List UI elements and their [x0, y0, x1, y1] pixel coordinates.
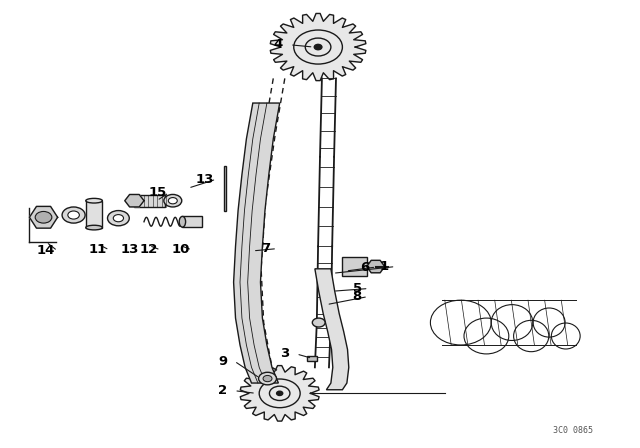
Text: 7: 7 — [261, 242, 270, 255]
Text: 6: 6 — [360, 260, 369, 274]
Circle shape — [68, 211, 79, 219]
Circle shape — [113, 215, 124, 222]
Polygon shape — [240, 366, 319, 421]
Circle shape — [249, 372, 310, 415]
Circle shape — [168, 198, 177, 204]
Text: 10: 10 — [172, 243, 189, 257]
Polygon shape — [367, 260, 385, 273]
Text: 2: 2 — [218, 384, 227, 397]
Text: 8: 8 — [352, 290, 361, 303]
Circle shape — [62, 207, 85, 223]
Bar — [134, 195, 165, 207]
Polygon shape — [270, 13, 366, 81]
Text: 12: 12 — [140, 243, 158, 257]
Circle shape — [314, 44, 322, 50]
Polygon shape — [125, 194, 144, 207]
Circle shape — [263, 375, 272, 382]
Bar — [307, 356, 317, 361]
Text: 9: 9 — [218, 354, 227, 368]
Text: 5: 5 — [353, 282, 362, 295]
Circle shape — [312, 318, 325, 327]
Polygon shape — [29, 207, 58, 228]
Ellipse shape — [86, 198, 102, 203]
Polygon shape — [315, 269, 349, 390]
Text: 13: 13 — [196, 172, 214, 186]
Ellipse shape — [179, 216, 186, 227]
Text: 11: 11 — [89, 243, 107, 257]
Bar — [224, 166, 226, 211]
Text: 1: 1 — [380, 260, 388, 273]
Text: 3C0 0865: 3C0 0865 — [553, 426, 593, 435]
Polygon shape — [234, 103, 280, 383]
Bar — [342, 257, 367, 276]
Circle shape — [35, 211, 52, 223]
Text: 4: 4 — [274, 38, 283, 52]
Bar — [86, 201, 102, 228]
Ellipse shape — [86, 225, 102, 230]
Text: 13: 13 — [120, 243, 138, 257]
Circle shape — [164, 194, 182, 207]
Circle shape — [281, 21, 355, 73]
Bar — [182, 216, 202, 227]
Circle shape — [108, 211, 129, 226]
Text: 14: 14 — [37, 244, 55, 258]
Text: 3: 3 — [280, 347, 289, 361]
Text: 15: 15 — [148, 186, 166, 199]
Circle shape — [276, 391, 283, 396]
Circle shape — [259, 372, 276, 385]
